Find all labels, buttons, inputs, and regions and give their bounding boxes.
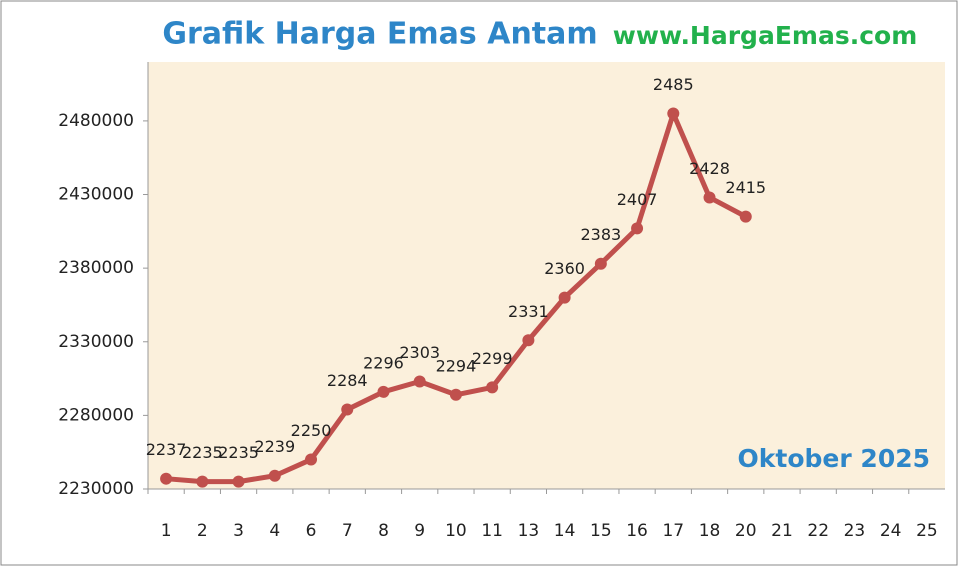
point bbox=[341, 403, 354, 416]
point bbox=[558, 291, 571, 304]
x-tick-label: 4 bbox=[269, 521, 280, 541]
x-tick-label: 18 bbox=[699, 521, 721, 541]
point bbox=[739, 210, 752, 223]
x-tick-label: 14 bbox=[554, 521, 576, 541]
data-label: 2485 bbox=[653, 75, 694, 94]
chart-title: Grafik Harga Emas Antam bbox=[162, 17, 597, 52]
x-tick-label: 23 bbox=[844, 521, 866, 541]
y-tick-label: 2430000 bbox=[58, 185, 134, 205]
x-tick-label: 25 bbox=[916, 521, 938, 541]
point bbox=[594, 257, 607, 270]
data-label: 2331 bbox=[508, 302, 549, 321]
point bbox=[631, 222, 644, 235]
data-label: 2235 bbox=[218, 443, 259, 462]
data-label: 2235 bbox=[182, 443, 223, 462]
point bbox=[703, 191, 716, 204]
point bbox=[667, 107, 680, 120]
data-label: 2303 bbox=[399, 343, 440, 362]
point bbox=[196, 475, 209, 488]
x-tick-label: 7 bbox=[342, 521, 353, 541]
data-label: 2360 bbox=[544, 259, 585, 278]
y-tick-label: 2330000 bbox=[58, 332, 134, 352]
y-tick-label: 2230000 bbox=[58, 479, 134, 499]
x-tick-label: 16 bbox=[626, 521, 648, 541]
x-tick-label: 2 bbox=[197, 521, 208, 541]
x-tick-label: 3 bbox=[233, 521, 244, 541]
x-tick-label: 24 bbox=[880, 521, 902, 541]
x-tick-label: 1 bbox=[161, 521, 172, 541]
x-tick-label: 21 bbox=[771, 521, 793, 541]
point bbox=[232, 475, 245, 488]
x-tick-label: 22 bbox=[807, 521, 829, 541]
y-tick-label: 2280000 bbox=[58, 405, 134, 425]
x-tick-label: 9 bbox=[414, 521, 425, 541]
annotation: Oktober 2025 bbox=[738, 444, 930, 473]
point bbox=[486, 381, 499, 394]
point bbox=[413, 375, 426, 388]
data-label: 2415 bbox=[725, 178, 766, 197]
annotation: www.HargaEmas.com bbox=[613, 21, 918, 50]
x-tick-label: 17 bbox=[662, 521, 684, 541]
x-tick-label: 6 bbox=[306, 521, 317, 541]
data-label: 2296 bbox=[363, 353, 404, 372]
point bbox=[268, 469, 281, 482]
x-tick-label: 20 bbox=[735, 521, 757, 541]
point bbox=[377, 385, 390, 398]
x-tick-label: 11 bbox=[481, 521, 503, 541]
data-label: 2428 bbox=[689, 159, 730, 178]
data-label: 2294 bbox=[436, 356, 477, 375]
data-label: 2407 bbox=[617, 190, 658, 209]
plot-area bbox=[148, 62, 945, 489]
x-tick-label: 13 bbox=[518, 521, 540, 541]
data-label: 2250 bbox=[291, 421, 332, 440]
x-tick-label: 15 bbox=[590, 521, 612, 541]
point bbox=[449, 388, 462, 401]
point bbox=[160, 472, 173, 485]
data-label: 2237 bbox=[146, 440, 187, 459]
data-label: 2239 bbox=[254, 437, 295, 456]
data-label: 2284 bbox=[327, 371, 368, 390]
x-tick-label: 8 bbox=[378, 521, 389, 541]
y-tick-label: 2480000 bbox=[58, 111, 134, 131]
y-tick-label: 2380000 bbox=[58, 258, 134, 278]
point bbox=[522, 334, 535, 347]
point bbox=[305, 453, 318, 466]
x-tick-label: 10 bbox=[445, 521, 467, 541]
data-label: 2299 bbox=[472, 349, 513, 368]
data-label: 2383 bbox=[580, 225, 621, 244]
